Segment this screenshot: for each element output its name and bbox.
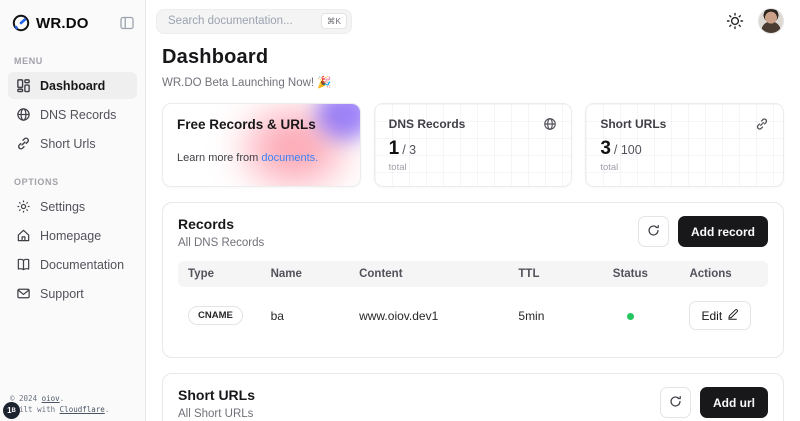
status-active-dot: [626, 312, 634, 320]
record-name-cell: ba: [270, 308, 284, 323]
sidebar-item-label: Short Urls: [40, 136, 96, 151]
record-type-badge: CNAME: [188, 306, 243, 325]
user-avatar[interactable]: [758, 8, 784, 34]
copyright-line: © 2024 oiov.: [10, 393, 65, 403]
gear-icon: [16, 199, 31, 214]
short-urls-stat-limit: / 100: [613, 143, 642, 157]
sidebar-item-label: Dashboard: [40, 78, 106, 93]
records-panel: Records All DNS Records Ad: [162, 202, 784, 358]
logo: WR.DO: [8, 10, 137, 36]
record-content-cell: www.oiov.dev1: [359, 308, 439, 323]
search-input[interactable]: [156, 8, 352, 34]
cloudflare-link[interactable]: Cloudflare: [59, 404, 105, 414]
topbar-right: [726, 8, 790, 34]
globe-icon: [16, 107, 31, 122]
app-title: WR.DO: [36, 14, 89, 32]
globe-icon: [543, 117, 557, 131]
search-box: ⌘K: [156, 8, 352, 34]
sidebar-item-label: Support: [40, 286, 84, 301]
dns-stat-value-row: 1/ 3: [389, 138, 558, 160]
free-card-text: Learn more from documents.: [177, 152, 319, 164]
dns-stat-caption: total: [388, 162, 407, 173]
column-header-status: Status: [602, 261, 680, 287]
sidebar-item-settings[interactable]: Settings: [8, 193, 137, 220]
column-header-ttl: TTL: [508, 261, 603, 287]
options-section-label: OPTIONS: [14, 177, 59, 187]
menu-section-label: MENU: [14, 56, 43, 66]
link-icon: [755, 117, 769, 131]
short-urls-panel: Short URLs All Short URLs: [162, 373, 784, 421]
free-card-title: Free Records & URLs: [177, 117, 316, 132]
add-url-button[interactable]: Add url: [700, 387, 768, 418]
page-subtitle: WR.DO Beta Launching Now! 🎉: [162, 77, 332, 89]
refresh-urls-button[interactable]: [660, 387, 691, 418]
dashboard-icon: [16, 78, 31, 93]
add-record-button[interactable]: Add record: [677, 216, 768, 247]
pencil-icon: [727, 308, 739, 323]
sidebar: WR.DO MENU Dashboard: [0, 0, 146, 421]
short-urls-stat-value-row: 3/ 100: [600, 138, 769, 160]
sidebar-collapse-icon[interactable]: [119, 15, 135, 31]
table-header-row: Type Name Content TTL Status Actions: [178, 261, 768, 287]
dns-stat-value: 1: [388, 138, 400, 159]
dns-records-stat-card: DNS Records 1/ 3 total: [373, 103, 573, 187]
sidebar-item-label: Settings: [40, 199, 86, 214]
refresh-icon: [669, 395, 682, 411]
stat-cards-row: Free Records & URLs Learn more from docu…: [162, 103, 784, 187]
page-content: Dashboard WR.DO Beta Launching Now! 🎉 Fr…: [146, 40, 800, 421]
sidebar-item-dns-records[interactable]: DNS Records: [8, 101, 137, 128]
column-header-actions: Actions: [679, 261, 768, 287]
records-panel-title: Records: [178, 216, 235, 232]
sidebar-item-homepage[interactable]: Homepage: [8, 222, 137, 249]
main-area: ⌘K Dashboard WR.DO Beta Launching Now! 🎉: [146, 0, 800, 421]
free-records-card: Free Records & URLs Learn more from docu…: [162, 103, 361, 187]
short-urls-stat-caption: total: [600, 162, 619, 173]
records-table: Type Name Content TTL Status Actions CNA…: [178, 261, 768, 344]
topbar: ⌘K: [146, 0, 800, 40]
sidebar-item-dashboard[interactable]: Dashboard: [8, 72, 137, 99]
table-row: CNAME ba www.oiov.dev1 5min Edit: [178, 287, 768, 344]
short-urls-stat-card: Short URLs 3/ 100 total: [585, 103, 784, 187]
sidebar-item-documentation[interactable]: Documentation: [8, 251, 137, 278]
short-urls-stat-title: Short URLs: [600, 117, 667, 131]
theme-toggle-sun-icon[interactable]: [726, 12, 744, 30]
refresh-icon: [647, 224, 660, 240]
short-urls-stat-value: 3: [600, 138, 611, 159]
oiov-link[interactable]: oiov: [41, 393, 60, 403]
link-icon: [16, 136, 31, 151]
sidebar-item-label: DNS Records: [40, 107, 117, 122]
sidebar-item-support[interactable]: Support: [8, 280, 137, 307]
column-header-type: Type: [178, 261, 261, 287]
sidebar-item-label: Homepage: [40, 228, 102, 243]
search-shortcut-badge: ⌘K: [320, 13, 347, 29]
column-header-content: Content: [349, 261, 509, 287]
home-icon: [16, 228, 31, 243]
built-with-line: Built with Cloudflare.: [10, 404, 110, 414]
refresh-records-button[interactable]: [637, 216, 669, 247]
book-icon: [16, 257, 31, 272]
documents-link[interactable]: documents.: [261, 152, 319, 164]
sidebar-item-short-urls[interactable]: Short Urls: [8, 130, 137, 157]
sidebar-footer: © 2024 oiov. Built with Cloudflare.: [10, 393, 109, 416]
mail-icon: [16, 286, 31, 301]
records-panel-subtitle: All DNS Records: [178, 237, 265, 249]
short-urls-panel-title: Short URLs: [178, 387, 255, 403]
column-header-name: Name: [260, 261, 350, 287]
dns-stat-limit: / 3: [402, 143, 417, 157]
record-ttl-cell: 5min: [518, 308, 545, 323]
dns-stat-title: DNS Records: [388, 117, 466, 131]
short-urls-panel-subtitle: All Short URLs: [178, 408, 254, 420]
sidebar-item-label: Documentation: [40, 257, 125, 272]
record-status-cell: [603, 287, 680, 344]
page-title: Dashboard: [162, 46, 269, 68]
edit-record-button[interactable]: Edit: [689, 301, 752, 330]
gauge-logo-icon: [12, 14, 30, 32]
